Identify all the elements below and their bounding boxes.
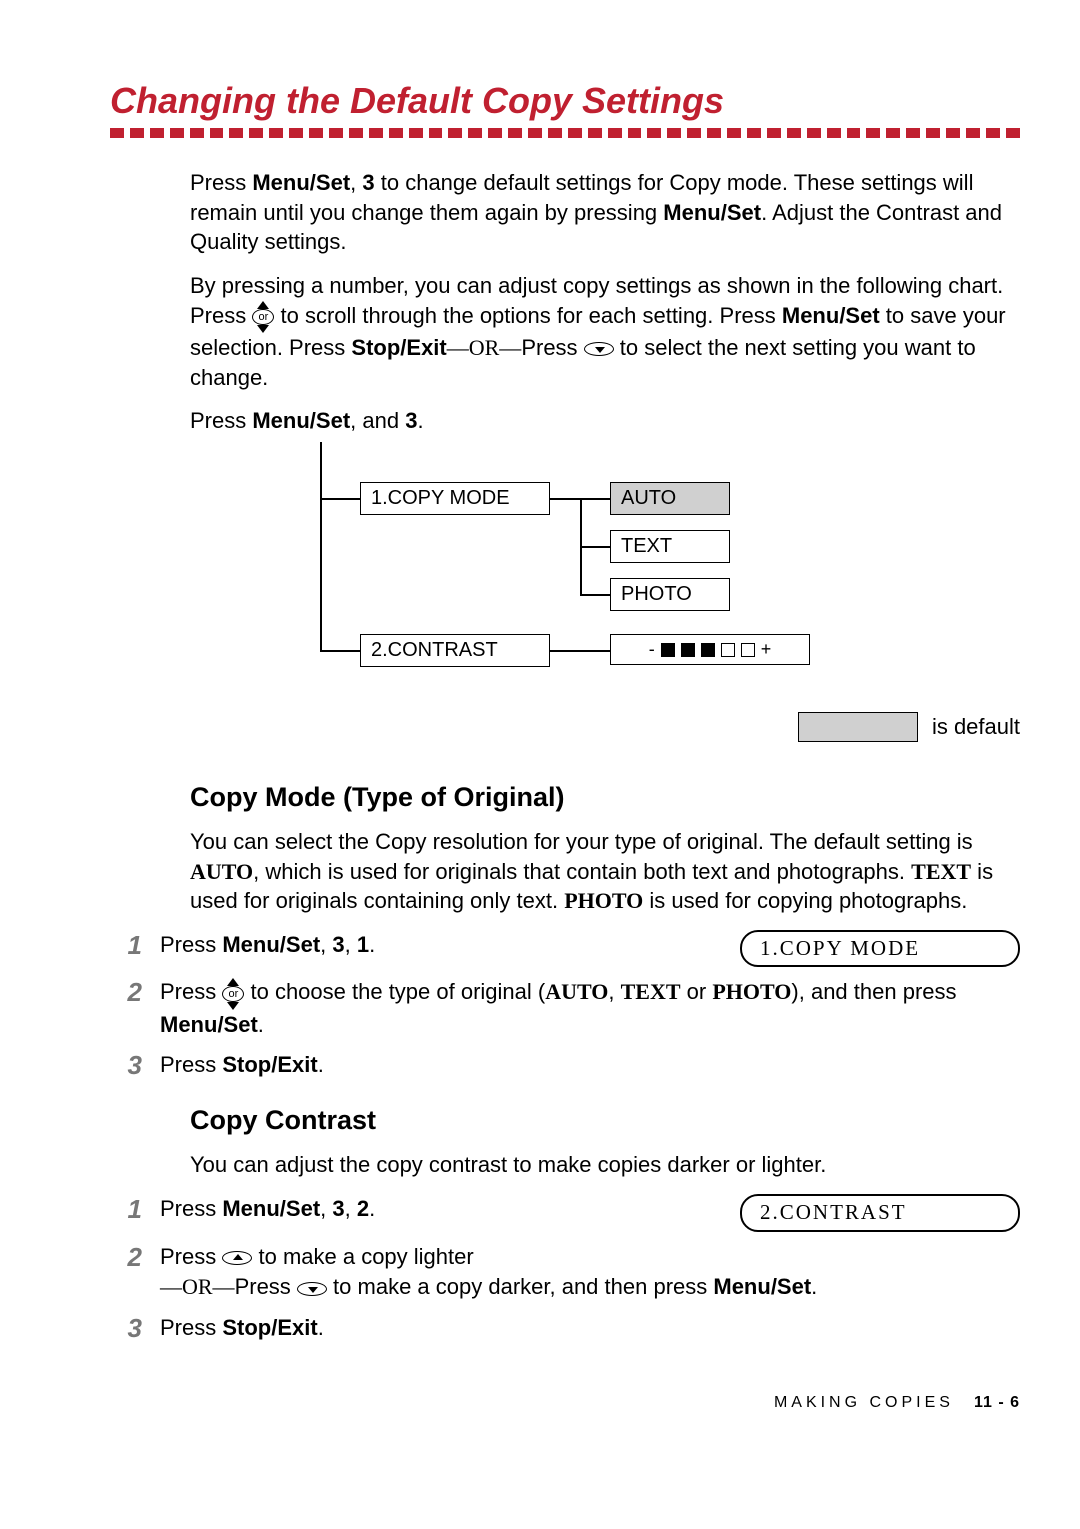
footer-page-number: 11 - 6: [974, 1394, 1020, 1412]
legend: is default: [190, 712, 1020, 742]
lcd-contrast: 2.CONTRAST: [740, 1194, 1020, 1231]
step-number: 2: [110, 1242, 160, 1273]
lcd-copy-mode: 1.COPY MODE: [740, 930, 1020, 967]
contrast-step-1: 1 Press Menu/Set, 3, 2. 2.CONTRAST: [110, 1194, 1020, 1231]
node-photo: PHOTO: [610, 578, 730, 611]
copymode-step-2: 2 Press or to choose the type of origina…: [110, 977, 1020, 1040]
down-icon: [297, 1282, 327, 1296]
legend-swatch: [798, 712, 918, 742]
up-icon: [222, 1251, 252, 1265]
node-auto: AUTO: [610, 482, 730, 515]
footer-section: MAKING COPIES: [774, 1394, 954, 1412]
step-number: 3: [110, 1313, 160, 1344]
node-copy-mode: 1.COPY MODE: [360, 482, 550, 515]
down-icon: [584, 342, 614, 356]
scroll-up-down-icon: or: [222, 978, 244, 1010]
intro-paragraph-3: Press Menu/Set, and 3.: [190, 406, 1020, 436]
copymode-step-1: 1 Press Menu/Set, 3, 1. 1.COPY MODE: [110, 930, 1020, 967]
section-copy-contrast-heading: Copy Contrast: [190, 1105, 1020, 1136]
copymode-step-3: 3 Press Stop/Exit.: [110, 1050, 1020, 1081]
intro-paragraph-1: Press Menu/Set, 3 to change default sett…: [190, 168, 1020, 257]
page-footer: MAKING COPIES 11 - 6: [110, 1394, 1020, 1412]
step-number: 1: [110, 1194, 160, 1225]
contrast-step-2: 2 Press to make a copy lighter —OR—Press…: [110, 1242, 1020, 1304]
heading-rule: [110, 128, 1020, 138]
node-contrast: 2.CONTRAST: [360, 634, 550, 667]
legend-label: is default: [932, 714, 1020, 740]
copy-contrast-paragraph: You can adjust the copy contrast to make…: [190, 1150, 1020, 1180]
step-number: 2: [110, 977, 160, 1008]
page-title: Changing the Default Copy Settings: [110, 80, 1020, 122]
intro-paragraph-2: By pressing a number, you can adjust cop…: [190, 271, 1020, 392]
node-contrast-bar: - +: [610, 634, 810, 665]
node-text: TEXT: [610, 530, 730, 563]
scroll-up-down-icon: or: [252, 301, 274, 333]
copy-mode-paragraph: You can select the Copy resolution for y…: [190, 827, 1020, 916]
step-number: 1: [110, 930, 160, 961]
step-number: 3: [110, 1050, 160, 1081]
menu-tree-diagram: 1.COPY MODE AUTO TEXT PHOTO 2.CONTRAST -…: [320, 462, 1020, 692]
section-copy-mode-heading: Copy Mode (Type of Original): [190, 782, 1020, 813]
contrast-step-3: 3 Press Stop/Exit.: [110, 1313, 1020, 1344]
